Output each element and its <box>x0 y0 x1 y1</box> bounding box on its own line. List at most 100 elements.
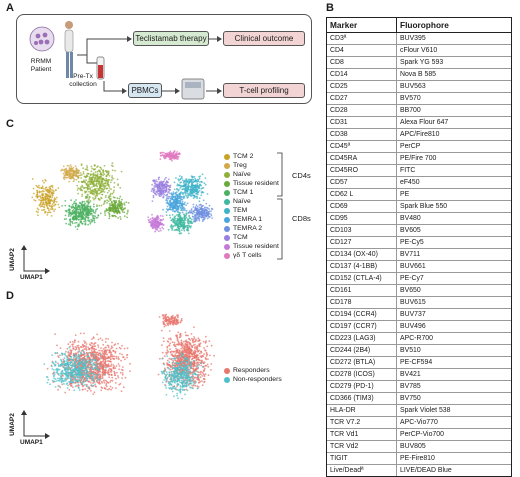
legend-swatch <box>224 234 230 241</box>
fluorophore-cell: BV650 <box>400 287 421 294</box>
table-row: CD366 (TIM3) BV750 <box>327 393 511 405</box>
table-row: CD152 (CTLA-4) PE-Cy7 <box>327 273 511 285</box>
marker-cell: CD27 <box>327 93 397 104</box>
fluorophore-cell: PE-Fire810 <box>400 455 435 462</box>
cell-cluster-icon <box>29 26 55 52</box>
cd8-group-label: CD8s <box>292 214 311 223</box>
legend-label: Tissue resident <box>233 243 279 250</box>
table-row: TCR V7.2 APC-Vio770 <box>327 417 511 429</box>
marker-cell: CD28 <box>327 105 397 116</box>
table-row: CD197 (CCR7) BUV496 <box>327 321 511 333</box>
marker-cell: CD69 <box>327 201 397 212</box>
legend-swatch <box>224 198 230 205</box>
marker-cell: CD278 (ICOS) <box>327 369 397 380</box>
umap-responders-plot <box>43 313 216 400</box>
legend-swatch <box>224 367 230 374</box>
table-row: Live/Deadª LIVE/DEAD Blue <box>327 465 511 476</box>
table-row: CD137 (4-1BB) BUV661 <box>327 261 511 273</box>
fluorophore-cell: PerCP <box>400 143 421 150</box>
fluorophore-cell: BV750 <box>400 395 421 402</box>
legend-swatch <box>224 171 230 178</box>
legend-swatch <box>224 153 230 160</box>
cluster-cloud <box>31 178 61 217</box>
marker-table-body: CD3ª BUV395 CD4 cFlour V610 CD8 Spark YG 593 C… <box>327 33 511 476</box>
marker-cell: TCR Vd2 <box>327 441 397 452</box>
cluster-cloud <box>150 176 172 202</box>
legend-item: Naïve <box>224 170 279 179</box>
table-row: CD278 (ICOS) BV421 <box>327 369 511 381</box>
table-row: CD45RA PE/Fire 700 <box>327 153 511 165</box>
cluster-cloud <box>165 209 196 235</box>
legend-item: TCM 2 <box>224 152 279 161</box>
marker-cell: CD25 <box>327 81 397 92</box>
panel-a-graphics <box>29 21 222 100</box>
table-row: CD134 (OX-40) BV711 <box>327 249 511 261</box>
legend-item: TEMRA 1 <box>224 215 279 224</box>
marker-cell: CD152 (CTLA-4) <box>327 273 397 284</box>
legend-item: Naïve <box>224 197 279 206</box>
legend-label: TEM <box>233 207 248 214</box>
marker-cell: CD103 <box>327 225 397 236</box>
cluster-legend: TCM 2 Treg Naïve Tissue resident TCM 1 Naïve T… <box>224 152 279 260</box>
marker-cell: CD45RO <box>327 165 397 176</box>
legend-swatch <box>224 207 230 214</box>
fluorophore-cell: FITC <box>400 167 416 174</box>
header-marker: Marker <box>327 18 397 32</box>
legend-label: TCM 2 <box>233 153 254 160</box>
legend-item: Non-responders <box>224 375 282 384</box>
legend-label: TEMRA 2 <box>233 225 263 232</box>
fluorophore-cell: BV510 <box>400 347 421 354</box>
table-row: CD57 eF450 <box>327 177 511 189</box>
therapy-box: Teclistamab therapy <box>133 31 209 46</box>
table-row: CD25 BUV563 <box>327 81 511 93</box>
table-row: CD272 (BTLA) PE-CF594 <box>327 357 511 369</box>
fluorophore-cell: BUV805 <box>400 443 426 450</box>
legend-swatch <box>224 162 230 169</box>
panel-letter-c: C <box>6 118 14 130</box>
fluorophore-cell: BUV496 <box>400 323 426 330</box>
legend-swatch <box>224 180 230 187</box>
table-row: TIGIT PE-Fire810 <box>327 453 511 465</box>
response-legend: Responders Non-responders <box>224 366 282 384</box>
fluorophore-cell: Spark YG 593 <box>400 59 444 66</box>
fluorophore-cell: BUV615 <box>400 299 426 306</box>
legend-swatch <box>224 216 230 223</box>
legend-swatch <box>224 252 230 259</box>
clinical-outcome-box: Clinical outcome <box>223 31 305 46</box>
fluorophore-cell: Spark Blue 550 <box>400 203 448 210</box>
cluster-cloud <box>61 195 102 231</box>
table-row: CD244 (2B4) BV510 <box>327 345 511 357</box>
legend-label: Naïve <box>233 198 251 205</box>
table-row: CD279 (PD-1) BV785 <box>327 381 511 393</box>
table-row: CD27 BV570 <box>327 93 511 105</box>
fluorophore-cell: BV785 <box>400 383 421 390</box>
legend-label: Non-responders <box>233 376 282 383</box>
marker-cell: CD4 <box>327 45 397 56</box>
table-row: CD3ª BUV395 <box>327 33 511 45</box>
legend-item: Tissue resident <box>224 179 279 188</box>
legend-label: Treg <box>233 162 247 169</box>
fluorophore-cell: BUV395 <box>400 35 426 42</box>
legend-item: Tissue resident <box>224 242 279 251</box>
fluorophore-cell: APC/Fire810 <box>400 131 440 138</box>
table-row: CD14 Nova B 585 <box>327 69 511 81</box>
fluorophore-cell: APC-Vio770 <box>400 419 438 426</box>
marker-cell: CD223 (LAG3) <box>327 333 397 344</box>
legend-item: TEM <box>224 206 279 215</box>
umap2-label-d: UMAP2 <box>8 413 16 436</box>
table-row: CD38 APC/Fire810 <box>327 129 511 141</box>
legend-label: Tissue resident <box>233 180 279 187</box>
marker-table-header: Marker Fluorophore <box>327 18 511 33</box>
fluorophore-cell: cFlour V610 <box>400 47 438 54</box>
legend-item: TCM <box>224 233 279 242</box>
cluster-cloud <box>60 164 82 183</box>
marker-cell: TIGIT <box>327 453 397 464</box>
panel-letter-d: D <box>6 290 14 302</box>
marker-cell: CD38 <box>327 129 397 140</box>
fluorophore-cell: BV711 <box>400 251 421 258</box>
marker-cell: CD45ª <box>327 141 397 152</box>
marker-cell: CD366 (TIM3) <box>327 393 397 404</box>
umap1-label-d: UMAP1 <box>20 439 43 446</box>
response-cloud <box>43 346 107 392</box>
marker-cell: CD279 (PD-1) <box>327 381 397 392</box>
